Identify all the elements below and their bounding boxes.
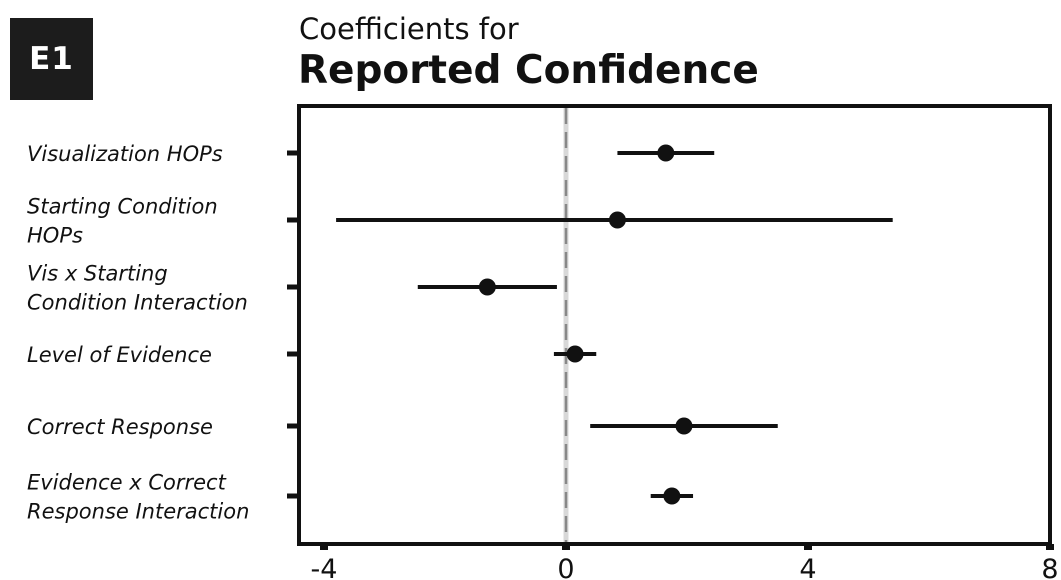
estimate-point: [657, 144, 675, 162]
y-category-label: Correct Response: [27, 415, 213, 439]
x-tick-label: -4: [311, 554, 338, 580]
ticks-layer: -4 0 4 8: [287, 150, 1059, 580]
x-tick-label: 8: [1041, 554, 1058, 580]
y-category-label-line: Response Interaction: [27, 500, 249, 524]
y-category-label-line: Starting Condition: [27, 195, 218, 219]
estimate-point: [663, 487, 681, 505]
marks-layer: [336, 144, 893, 505]
y-category-label-line: Evidence x Correct: [27, 471, 227, 495]
panel-label: E1: [29, 41, 74, 77]
y-category-label-line: Correct Response: [27, 415, 213, 439]
estimate-point: [566, 345, 584, 363]
y-category-label: Level of Evidence: [27, 343, 212, 367]
x-tick-label: 4: [799, 554, 816, 580]
chart-subtitle: Reported Confidence: [298, 48, 759, 93]
panel-label-badge: E1: [10, 18, 93, 100]
y-category-label: Starting Condition HOPs: [27, 195, 218, 248]
y-category-label-line: HOPs: [27, 224, 83, 248]
y-category-label-line: Visualization HOPs: [27, 142, 223, 166]
estimate-point: [675, 417, 693, 435]
plot-frame: [297, 104, 1052, 546]
x-tick-label: 0: [557, 554, 574, 580]
y-category-label: Evidence x Correct Response Interaction: [27, 471, 249, 524]
chart-title: Coefficients for: [299, 12, 519, 46]
labels-layer: Visualization HOPs Starting Condition HOPs…: [27, 142, 249, 524]
y-category-label-line: Level of Evidence: [27, 343, 212, 367]
y-category-label-line: Condition Interaction: [27, 291, 248, 315]
y-category-label: Visualization HOPs: [27, 142, 223, 166]
estimate-point: [608, 211, 626, 229]
estimate-point: [478, 278, 496, 296]
y-category-label: Vis x Starting Condition Interaction: [27, 262, 248, 315]
y-category-label-line: Vis x Starting: [27, 262, 168, 286]
